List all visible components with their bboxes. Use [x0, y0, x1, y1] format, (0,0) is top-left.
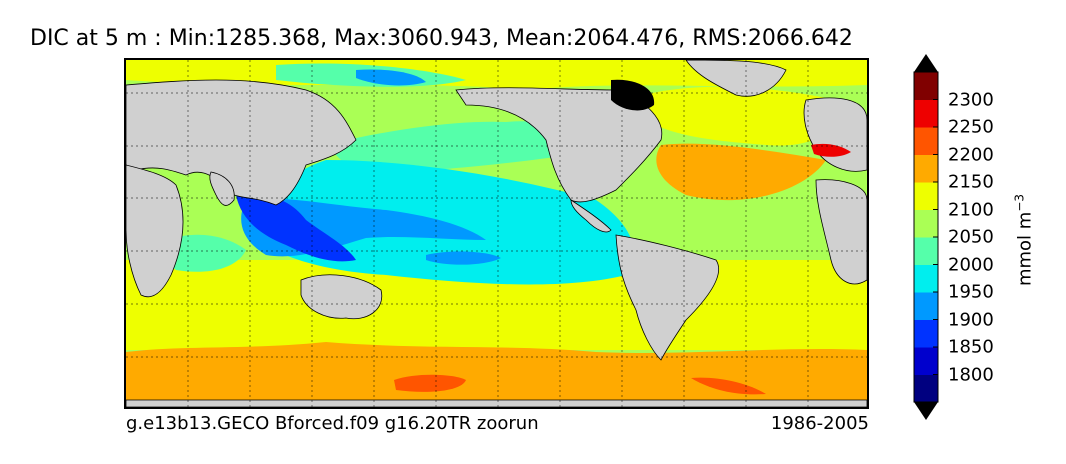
colorbar-tick-label: 2100	[948, 199, 994, 220]
land-africa	[126, 164, 184, 298]
arctic-dark-islands	[611, 79, 655, 111]
colorbar-tick-label: 1900	[948, 309, 994, 330]
colorbar	[900, 54, 980, 420]
land-north-america	[455, 87, 663, 203]
land-south-america	[615, 234, 719, 361]
colorbar-segment	[914, 209, 938, 238]
plot-title: DIC at 5 m : Min:1285.368, Max:3060.943,…	[30, 26, 853, 51]
colorbar-segment	[914, 237, 938, 265]
north-atlantic-yellow	[626, 86, 839, 146]
land-australia	[300, 274, 383, 320]
colorbar-tick-label: 1850	[948, 336, 994, 358]
colorbar-tick-label: 2000	[948, 254, 994, 275]
north-atlantic-orange	[656, 143, 826, 201]
colorbar-units: mmol m−3	[1013, 194, 1036, 286]
case-name: g.e13b13.GECO Bforced.f09 g16.20TR zooru…	[126, 413, 539, 434]
units-base: mmol m	[1014, 211, 1036, 287]
units-exponent: −3	[1012, 193, 1027, 212]
colorbar-tick-label: 2250	[948, 116, 994, 138]
land-africa-east	[815, 179, 867, 285]
colorbar-tick-label: 2050	[948, 226, 994, 248]
land-greenland	[685, 60, 787, 97]
land-central-america	[570, 199, 612, 233]
indian-ocean-cyan	[163, 234, 246, 272]
colorbar-tick-label: 2150	[948, 171, 994, 193]
colorbar-segment	[914, 99, 938, 128]
colorbar-tick-label: 1950	[948, 281, 994, 303]
colorbar-segment	[914, 374, 938, 403]
equatorial-blue-patch	[426, 251, 501, 265]
time-period: 1986-2005	[770, 413, 869, 434]
southern-orange-patch-2	[691, 377, 766, 395]
arctic-blue	[356, 69, 426, 86]
southern-orange-band	[126, 342, 867, 407]
southern-orange-patch-1	[394, 374, 466, 392]
colorbar-tick-label: 1800	[948, 364, 994, 385]
colorbar-segment	[914, 347, 938, 375]
land-india	[209, 171, 235, 206]
colorbar-tick-label: 2300	[948, 89, 994, 110]
dic-map	[124, 58, 869, 409]
colorbar-segment	[914, 182, 938, 210]
colorbar-segment	[914, 319, 938, 348]
colorbar-segment	[914, 154, 938, 183]
colorbar-segment	[914, 72, 938, 100]
colorbar-tick-label: 2200	[948, 144, 994, 165]
north-pacific-cyan	[326, 121, 596, 175]
warm-pool-darkblue	[236, 193, 356, 262]
colorbar-extend-max	[914, 54, 938, 72]
colorbar-segment	[914, 127, 938, 155]
colorbar-segment	[914, 264, 938, 293]
land-antarctica	[126, 399, 867, 407]
colorbar-segment	[914, 292, 938, 320]
mediterranean-red	[811, 143, 851, 157]
land-eurasia	[126, 79, 357, 206]
colorbar-extend-min	[914, 402, 938, 420]
